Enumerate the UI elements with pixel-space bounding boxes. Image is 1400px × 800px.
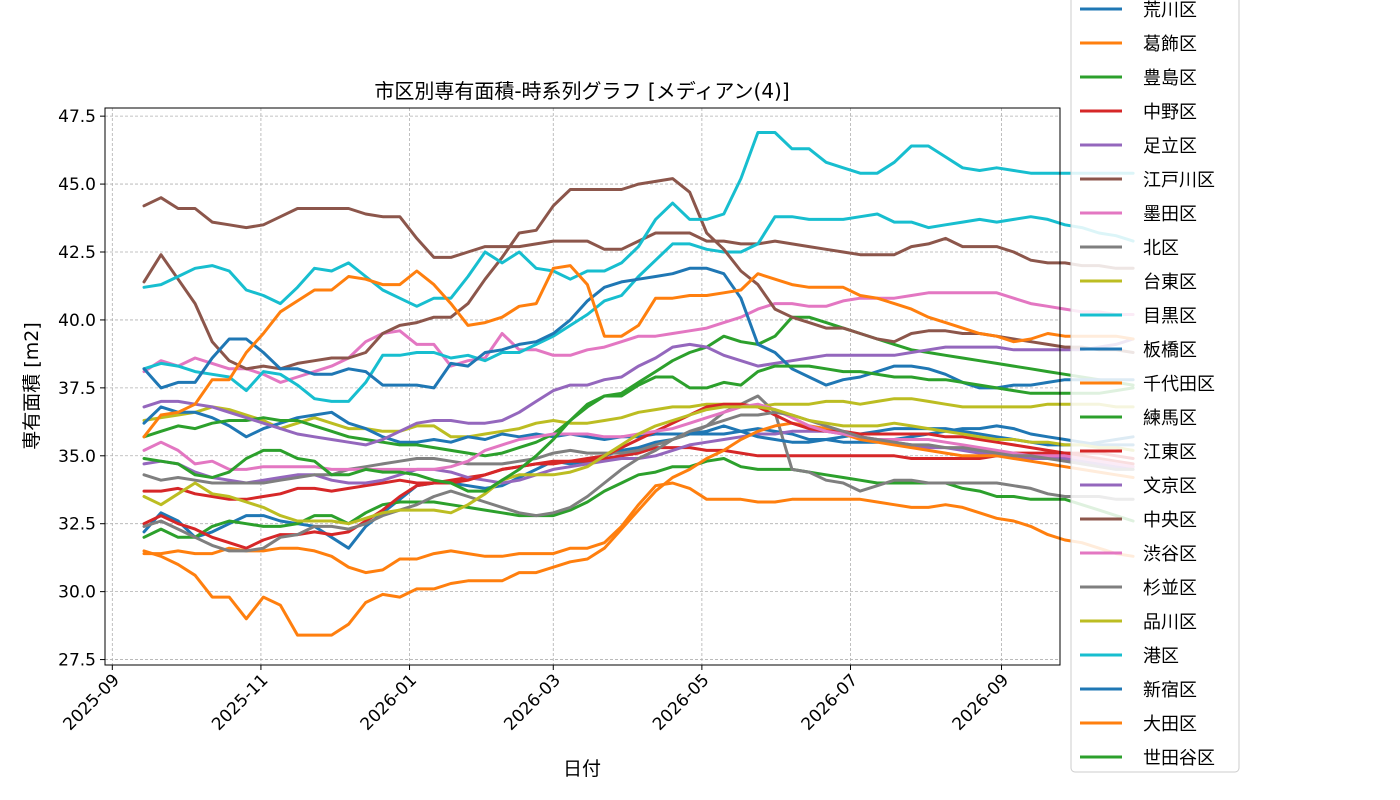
y-axis-label: 専有面積 [m2] — [21, 322, 43, 449]
y-tick-label: 47.5 — [58, 107, 96, 127]
series-line-1 — [142, 481, 1135, 575]
series-line-2 — [142, 457, 1135, 539]
legend-entry-label: 港区 — [1143, 646, 1179, 667]
x-tick-label: 2025-09 — [59, 670, 123, 734]
series-line-11 — [142, 421, 1135, 637]
series-line-9 — [142, 212, 1135, 403]
y-tick-label: 35.0 — [58, 447, 96, 467]
series-line-14 — [142, 337, 1135, 447]
plot-frame — [104, 107, 1061, 666]
x-tick-label: 2025-11 — [208, 670, 272, 734]
series-line-3 — [142, 446, 1135, 501]
legend-entry-label: 足立区 — [1143, 136, 1197, 157]
legend-entry-label: 江東区 — [1143, 442, 1197, 463]
series-line-8 — [142, 397, 1135, 439]
chart-title: 市区別専有面積-時系列グラフ [メディアン(4)] — [374, 79, 789, 103]
series-line-18 — [142, 405, 1135, 526]
x-axis-label: 日付 — [563, 758, 601, 780]
legend-entry-label: 目黒区 — [1143, 306, 1197, 327]
legend-entry-label: 新宿区 — [1143, 680, 1197, 701]
series-line-21 — [142, 264, 1135, 439]
legend-entry-label: 千代田区 — [1143, 374, 1215, 395]
legend-entry-label: 大田区 — [1143, 714, 1197, 735]
series-lines — [142, 131, 1135, 637]
legend-entry-label: 葛飾区 — [1143, 34, 1197, 55]
legend: 荒川区葛飾区豊島区中野区足立区江戸川区墨田区北区台東区目黒区板橋区千代田区練馬区… — [1070, 0, 1240, 773]
legend-box — [1070, 0, 1240, 773]
legend-entry-label: 中野区 — [1143, 102, 1197, 123]
x-tick-label: 2026-03 — [500, 670, 564, 734]
legend-entry-label: 練馬区 — [1143, 408, 1197, 429]
series-line-19 — [142, 131, 1135, 308]
series-line-7 — [142, 394, 1135, 501]
y-tick-label: 45.0 — [58, 175, 96, 195]
x-tick-label: 2026-09 — [949, 670, 1013, 734]
series-line-22 — [142, 364, 1135, 493]
series-line-10 — [142, 405, 1135, 447]
legend-entry-label: 品川区 — [1143, 612, 1197, 633]
y-tick-label: 30.0 — [58, 583, 96, 603]
legend-entry-label: 板橋区 — [1143, 340, 1197, 361]
legend-entry-label: 台東区 — [1143, 272, 1197, 293]
legend-entry-label: 杉並区 — [1143, 578, 1197, 599]
series-line-0 — [142, 424, 1135, 550]
series-line-20 — [142, 266, 1135, 390]
legend-entry-label: 豊島区 — [1143, 68, 1197, 89]
y-tick-label: 42.5 — [58, 243, 96, 263]
legend-entry-label: 江戸川区 — [1143, 170, 1215, 191]
legend-entry-label: 墨田区 — [1143, 204, 1197, 225]
legend-entry-label: 文京区 — [1143, 476, 1197, 497]
series-line-12 — [142, 315, 1135, 458]
y-tick-label: 40.0 — [58, 311, 96, 331]
legend-entry-label: 荒川区 — [1143, 0, 1197, 21]
legend-entry-label: 北区 — [1143, 238, 1179, 259]
y-tick-label: 32.5 — [58, 515, 96, 535]
series-line-15 — [142, 177, 1135, 371]
series-line-5 — [142, 196, 1135, 270]
series-line-13 — [142, 402, 1135, 550]
x-tick-label: 2026-07 — [798, 670, 862, 734]
legend-entry-label: 世田谷区 — [1143, 748, 1215, 769]
series-line-17 — [142, 410, 1135, 553]
legend-entry-label: 渋谷区 — [1143, 544, 1197, 565]
y-axis-ticks: 27.5 30.0 32.5 35.0 37.5 40.0 42.5 45.0 47.5 — [58, 107, 105, 671]
y-tick-label: 27.5 — [58, 651, 96, 671]
x-axis-ticks: 2025-09 2025-11 2026-01 2026-03 2026-05 2026-… — [59, 665, 1013, 735]
x-tick-label: 2026-05 — [649, 670, 713, 734]
x-tick-label: 2026-01 — [357, 670, 421, 734]
legend-entry-label: 中央区 — [1143, 510, 1197, 531]
y-tick-label: 37.5 — [58, 379, 96, 399]
